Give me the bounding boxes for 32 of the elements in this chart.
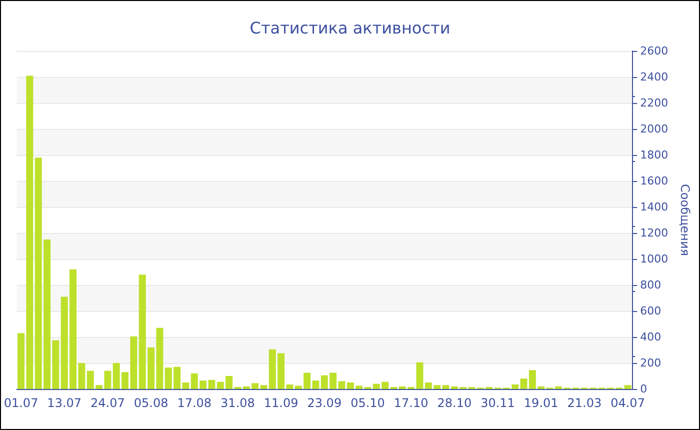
x-tick-label: 21.03: [567, 396, 602, 410]
x-tick-label: 05.08: [134, 396, 168, 410]
x-tick-label: 05.10: [350, 396, 385, 410]
bar: [624, 385, 632, 389]
y-tick-label: 2600: [640, 44, 668, 58]
x-tick-label: 11.09: [264, 396, 298, 410]
y-tick-label: 600: [640, 304, 662, 318]
chart-title: Статистика активности: [250, 18, 450, 38]
y-tick-label: 800: [640, 278, 662, 292]
y-tick-label: 2200: [640, 96, 668, 110]
x-tick-label: 23.09: [307, 396, 342, 410]
x-tick-label: 04.07: [610, 396, 645, 410]
y-tick-label: 1000: [640, 252, 668, 266]
y-tick-label: 1400: [640, 200, 668, 214]
y-tick-label: 1200: [640, 226, 668, 240]
x-tick-label: 19.01: [524, 396, 558, 410]
x-tick-label: 17.08: [177, 396, 212, 410]
x-tick-label: 17.10: [394, 396, 428, 410]
x-tick-label: 24.07: [90, 396, 125, 410]
y-tick-label: 200: [640, 356, 662, 370]
x-tick-label: 13.07: [47, 396, 82, 410]
y-tick-label: 400: [640, 330, 662, 344]
y-axis-title: Сообщения: [678, 184, 692, 256]
y-tick-label: 1600: [640, 174, 668, 188]
y-tick-label: 2000: [640, 122, 668, 136]
y-tick-label: 2400: [640, 70, 668, 84]
x-tick-label: 30.11: [480, 396, 515, 410]
x-tick-label: 28.10: [437, 396, 472, 410]
y-tick-label: 1800: [640, 148, 668, 162]
x-tick-label: 01.07: [4, 396, 38, 410]
y-tick-label: 0: [640, 382, 648, 396]
x-tick-label: 31.08: [220, 396, 255, 410]
